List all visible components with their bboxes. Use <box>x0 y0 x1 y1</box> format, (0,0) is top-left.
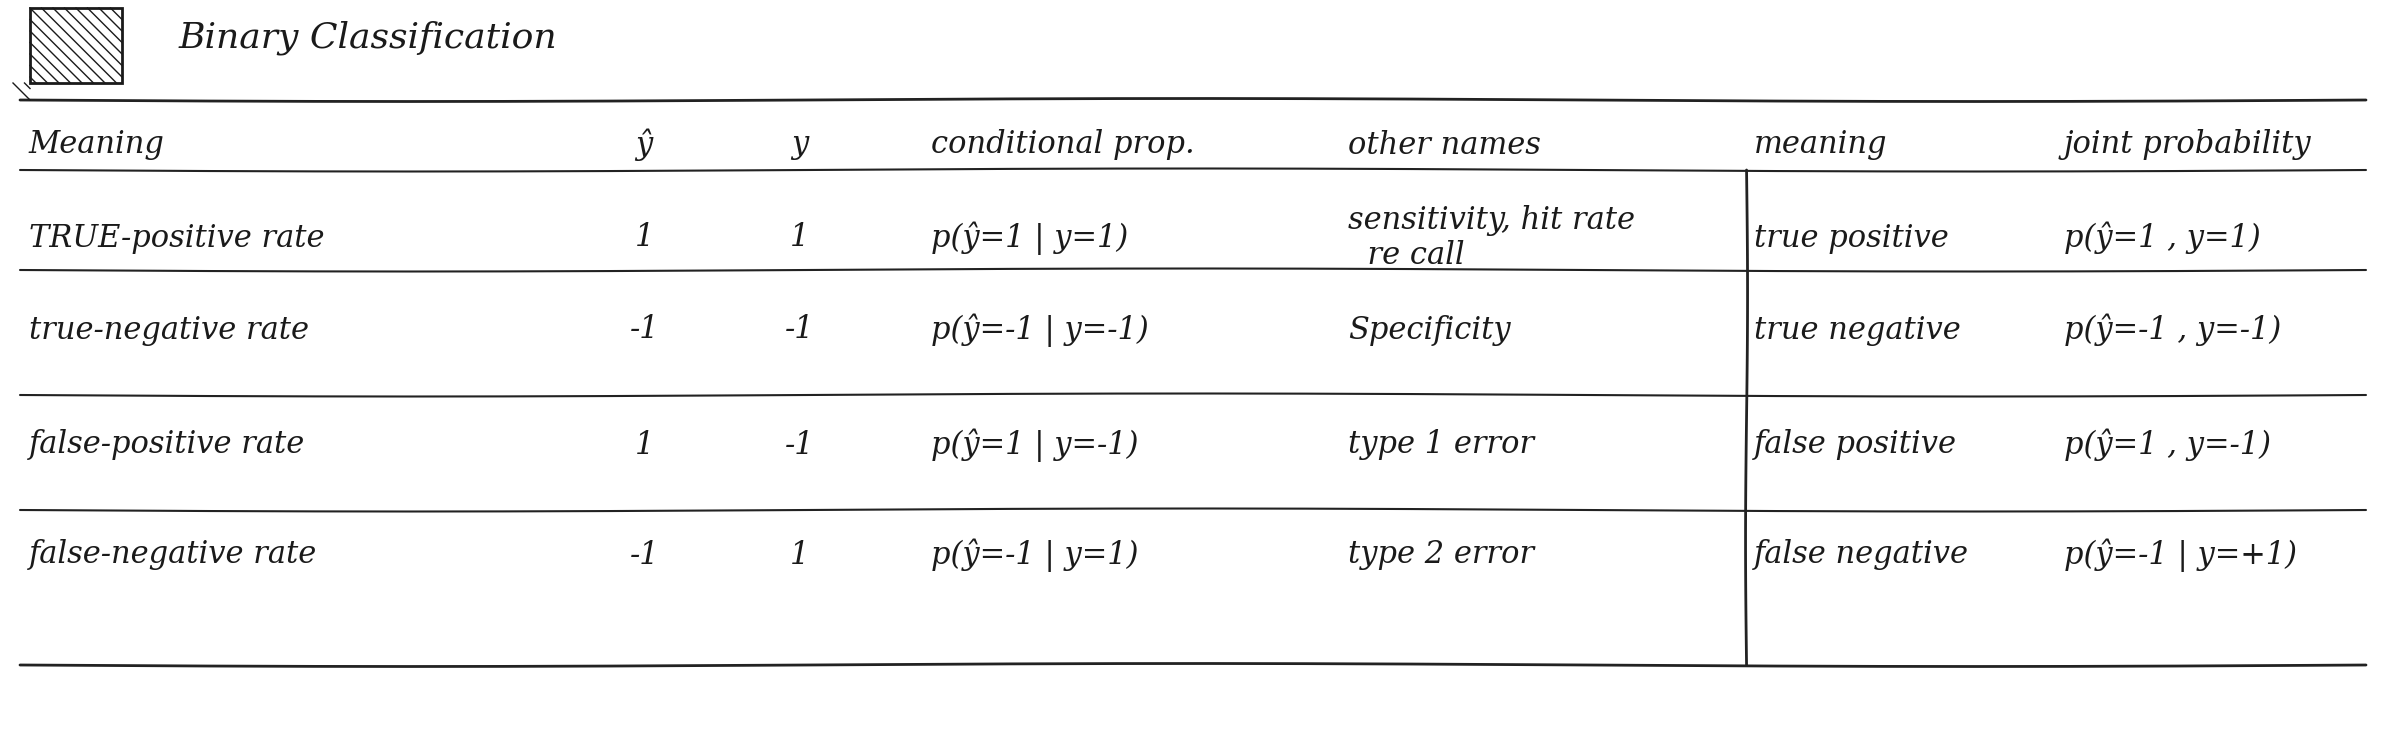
Text: false negative: false negative <box>1754 539 1968 571</box>
Text: false positive: false positive <box>1754 429 1957 461</box>
Text: 1: 1 <box>790 222 809 253</box>
Text: ŷ: ŷ <box>635 129 654 161</box>
Text: Specificity: Specificity <box>1348 314 1510 345</box>
Text: p(ŷ=-1 | y=+1): p(ŷ=-1 | y=+1) <box>2064 538 2298 572</box>
Text: 1: 1 <box>790 539 809 571</box>
Text: -1: -1 <box>785 429 814 461</box>
Text: p(ŷ=1 , y=1): p(ŷ=1 , y=1) <box>2064 221 2260 254</box>
Text: false-positive rate: false-positive rate <box>29 429 305 461</box>
Text: p(ŷ=1 , y=-1): p(ŷ=1 , y=-1) <box>2064 429 2271 461</box>
Text: false-negative rate: false-negative rate <box>29 539 317 571</box>
Text: 1: 1 <box>635 429 654 461</box>
Text: p(ŷ=1 | y=-1): p(ŷ=1 | y=-1) <box>931 428 1138 461</box>
Text: true negative: true negative <box>1754 314 1961 345</box>
Text: p(ŷ=1 | y=1): p(ŷ=1 | y=1) <box>931 221 1129 255</box>
Bar <box>31 8 122 83</box>
Text: p(ŷ=-1 | y=1): p(ŷ=-1 | y=1) <box>931 538 1138 572</box>
Text: type 1 error: type 1 error <box>1348 429 1534 461</box>
Text: y: y <box>790 129 809 160</box>
Text: meaning: meaning <box>1754 129 1887 160</box>
Text: true-negative rate: true-negative rate <box>29 314 308 345</box>
Text: joint probability: joint probability <box>2064 129 2312 160</box>
Text: -1: -1 <box>630 539 659 571</box>
Text: -1: -1 <box>630 314 659 345</box>
Text: Binary Classification: Binary Classification <box>179 21 558 55</box>
Text: other names: other names <box>1348 129 1541 160</box>
Text: true positive: true positive <box>1754 222 1949 253</box>
Text: p(ŷ=-1 , y=-1): p(ŷ=-1 , y=-1) <box>2064 314 2281 346</box>
Text: 1: 1 <box>635 222 654 253</box>
Text: type 2 error: type 2 error <box>1348 539 1534 571</box>
Text: TRUE-positive rate: TRUE-positive rate <box>29 222 324 253</box>
Text: -1: -1 <box>785 314 814 345</box>
Text: p(ŷ=-1 | y=-1): p(ŷ=-1 | y=-1) <box>931 314 1148 347</box>
Text: sensitivity, hit rate
  re call: sensitivity, hit rate re call <box>1348 204 1634 271</box>
Text: conditional prop.: conditional prop. <box>931 129 1195 160</box>
Text: Meaning: Meaning <box>29 129 165 160</box>
